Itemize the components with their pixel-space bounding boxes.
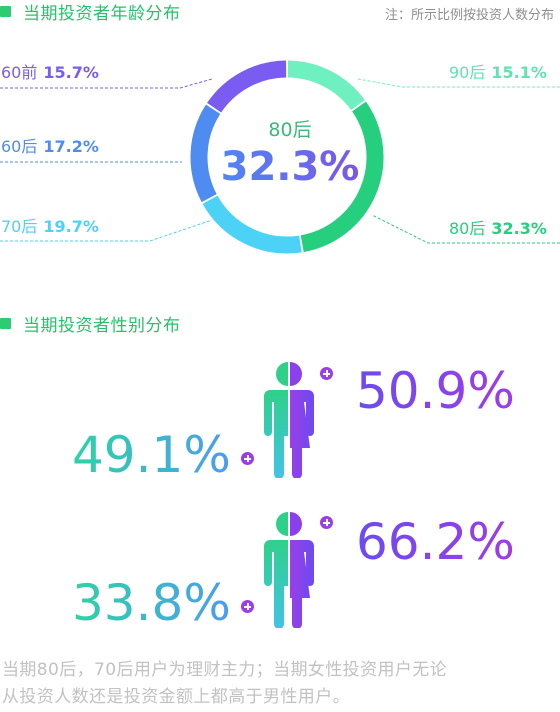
summary-line-1: 当期80后，70后用户为理财主力；当期女性投资用户无论 (2, 660, 448, 680)
leader-line-2 (0, 219, 213, 242)
male-percentage-2: 33.8% (72, 574, 231, 630)
male-value-text: 49.1% (72, 426, 231, 482)
female-value-text: 50.9% (356, 362, 515, 418)
leader-line-0 (0, 78, 213, 89)
leader-line-4 (371, 214, 560, 244)
age-note: 注：所示比例按投资人数分布 (384, 8, 554, 23)
male-value-text: 33.8% (72, 574, 231, 630)
label-name: 90后 (449, 63, 486, 82)
female-plus-icon (320, 516, 333, 529)
label-name: 80后 (449, 219, 486, 238)
male-plus-icon (241, 452, 254, 465)
gender-section-title: 当期投资者性别分布 (23, 315, 181, 336)
label-name: 60前 (1, 63, 38, 82)
donut-center-value: 32.3% (221, 144, 360, 190)
female-value-text: 66.2% (356, 513, 515, 569)
label-value: 17.2% (43, 137, 99, 156)
female-percentage-1: 50.9% (356, 362, 515, 418)
male-percentage-1: 49.1% (72, 426, 231, 482)
section-marker-icon (0, 5, 11, 17)
label-value: 15.1% (491, 63, 547, 82)
label-age-80s: 80后 32.3% (449, 215, 547, 239)
label-age-60s: 60后 17.2% (1, 133, 99, 157)
leader-line-3 (357, 78, 560, 88)
label-value: 15.7% (43, 63, 99, 82)
donut-center-label: 80后 (268, 119, 312, 141)
age-donut-chart (0, 60, 560, 254)
age-section-title: 当期投资者年龄分布 (23, 3, 181, 24)
age-section-header: 当期投资者年龄分布 (0, 0, 181, 24)
female-plus-icon (320, 367, 333, 380)
summary-line-2: 从投资人数还是投资金额上都高于男性用户。 (2, 687, 350, 707)
label-name: 70后 (1, 217, 38, 236)
gender-section-header: 当期投资者性别分布 (0, 311, 181, 336)
label-name: 60后 (1, 137, 38, 156)
male-plus-icon (241, 600, 254, 613)
label-value: 19.7% (43, 217, 99, 236)
summary-text: 当期80后，70后用户为理财主力；当期女性投资用户无论 从投资人数还是投资金额上… (2, 657, 560, 711)
female-percentage-2: 66.2% (356, 513, 515, 569)
label-age-60s-before: 60前 15.7% (1, 59, 99, 83)
center-value-text: 32.3% (221, 144, 360, 190)
section-marker-icon (0, 317, 11, 329)
donut-slice-0 (287, 60, 365, 111)
gender-person-icon-2 (264, 512, 314, 628)
donut-slice-2 (202, 195, 302, 254)
gender-person-icon-1 (264, 362, 314, 478)
label-value: 32.3% (491, 219, 547, 238)
label-age-70s: 70后 19.7% (1, 213, 99, 237)
label-age-90s: 90后 15.1% (449, 59, 547, 83)
donut-slice-3 (190, 104, 221, 203)
donut-slice-4 (207, 60, 287, 113)
donut-slice-1 (300, 101, 384, 253)
